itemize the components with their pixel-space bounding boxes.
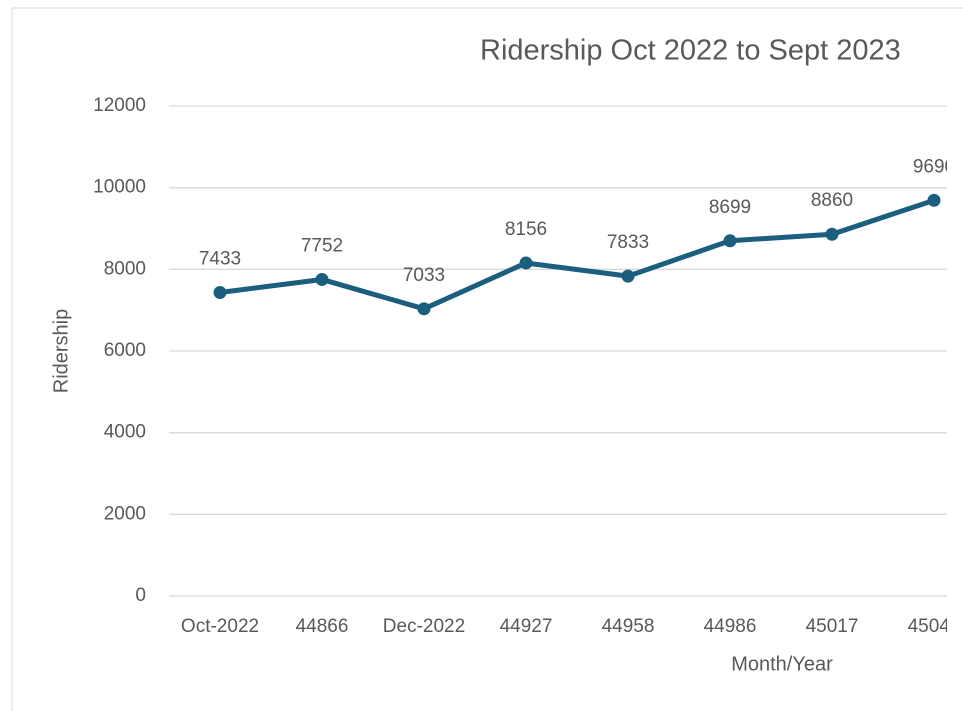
y-tick-label: 12000: [93, 95, 146, 116]
data-point: [927, 193, 941, 207]
y-tick-label: 0: [135, 585, 146, 606]
x-tick-label: 44866: [296, 616, 349, 637]
x-tick-label: 44986: [704, 616, 757, 637]
data-label: 8156: [505, 219, 547, 240]
data-label: 7752: [301, 235, 343, 256]
y-tick-label: 4000: [104, 422, 146, 443]
y-tick-label: 8000: [104, 258, 146, 279]
x-tick-label: 45047: [908, 616, 961, 637]
y-axis-title: Ridership: [50, 309, 72, 393]
data-point: [723, 234, 737, 248]
data-label: 7033: [403, 265, 445, 286]
plot-area: Ridership Oct 2022 to Sept 2023 Oct-2022…: [169, 35, 961, 637]
y-tick-label: 6000: [104, 340, 146, 361]
y-tick-label: 10000: [93, 177, 146, 198]
data-point: [621, 269, 635, 283]
data-point: [519, 256, 533, 270]
data-point: [417, 302, 431, 316]
x-tick-label: 45017: [806, 616, 859, 637]
x-axis-title: Month/Year: [731, 653, 833, 675]
x-tick-label: Dec-2022: [383, 616, 465, 637]
data-point: [213, 285, 227, 299]
x-tick-label: Oct-2022: [181, 616, 259, 637]
x-tick-label: 44958: [602, 616, 655, 637]
data-label: 7433: [199, 249, 241, 270]
chart-frame: [11, 7, 963, 711]
data-point: [825, 227, 839, 241]
x-tick-label: 44927: [500, 616, 553, 637]
series-line: [219, 197, 935, 312]
data-label: 7833: [607, 232, 649, 253]
data-label: 8860: [811, 190, 853, 211]
data-point: [315, 272, 329, 286]
y-tick-label: 2000: [104, 503, 146, 524]
data-label: 9690: [913, 156, 955, 177]
data-label: 8699: [709, 197, 751, 218]
chart-title: Ridership Oct 2022 to Sept 2023: [480, 35, 901, 67]
